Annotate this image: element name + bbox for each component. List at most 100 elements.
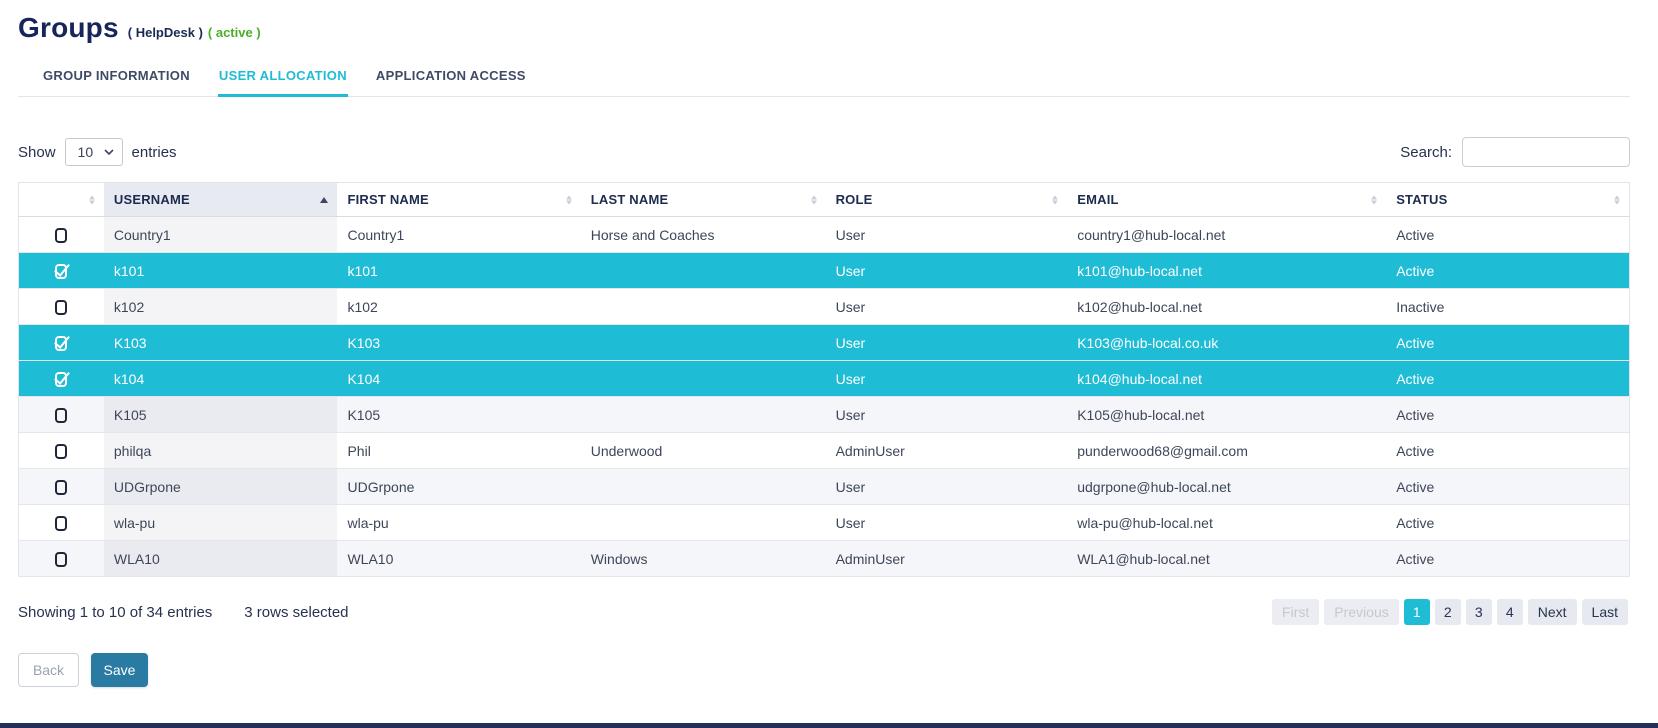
page-number-button[interactable]: 1 xyxy=(1403,599,1430,625)
bottom-bar xyxy=(0,723,1658,728)
cell-status: Active xyxy=(1386,360,1630,397)
row-checkbox[interactable] xyxy=(55,479,68,495)
cell-last-name xyxy=(580,324,826,361)
cell-role: AdminUser xyxy=(825,540,1068,577)
column-header-select[interactable] xyxy=(18,182,104,217)
row-checkbox[interactable] xyxy=(55,371,68,387)
cell-first-name: K104 xyxy=(337,360,581,397)
entries-select[interactable]: 10 xyxy=(64,138,123,166)
cell-last-name xyxy=(580,360,826,397)
checkbox-cell[interactable] xyxy=(18,396,104,433)
cell-last-name xyxy=(580,252,826,289)
cell-username: k101 xyxy=(103,252,338,289)
table-row[interactable]: K105 K105 User K105@hub-local.net Active xyxy=(18,396,1630,433)
checkbox-cell[interactable] xyxy=(18,432,104,469)
table-row[interactable]: philqa Phil Underwood AdminUser punderwo… xyxy=(18,432,1630,469)
table-row[interactable]: wla-pu wla-pu User wla-pu@hub-local.net … xyxy=(18,504,1630,541)
cell-first-name: Phil xyxy=(337,432,581,469)
column-header-first-name[interactable]: FIRST NAME xyxy=(337,182,581,217)
table-row[interactable]: K103 K103 User K103@hub-local.co.uk Acti… xyxy=(18,324,1630,361)
tab-user-allocation[interactable]: USER ALLOCATION xyxy=(217,60,348,97)
table-row[interactable]: Country1 Country1 Horse and Coaches User… xyxy=(18,216,1630,253)
row-checkbox[interactable] xyxy=(55,515,68,531)
page-header: Groups ( HelpDesk ) ( active ) xyxy=(0,0,1658,44)
cell-role: User xyxy=(825,252,1068,289)
previous-page-button[interactable]: Previous xyxy=(1324,599,1399,625)
row-checkbox[interactable] xyxy=(55,407,68,423)
table-row[interactable]: WLA10 WLA10 Windows AdminUser WLA1@hub-l… xyxy=(18,540,1630,577)
row-checkbox[interactable] xyxy=(55,335,68,351)
rows-selected-text: 3 rows selected xyxy=(244,603,349,621)
checkbox-cell[interactable] xyxy=(18,540,104,577)
save-button[interactable]: Save xyxy=(91,653,148,687)
cell-username: philqa xyxy=(103,432,338,469)
table-footer: Showing 1 to 10 of 34 entries 3 rows sel… xyxy=(18,599,1628,625)
column-header-status[interactable]: STATUS xyxy=(1386,182,1630,217)
sort-icon xyxy=(565,195,572,204)
cell-first-name: WLA10 xyxy=(337,540,581,577)
next-page-button[interactable]: Next xyxy=(1527,599,1577,625)
first-page-button[interactable]: First xyxy=(1272,599,1320,625)
tab-bar: GROUP INFORMATION USER ALLOCATION APPLIC… xyxy=(18,60,1630,97)
sort-icon xyxy=(1371,195,1378,204)
page-title: Groups xyxy=(18,12,119,43)
checkbox-cell[interactable] xyxy=(18,360,104,397)
cell-last-name xyxy=(580,468,826,505)
column-header-role[interactable]: ROLE xyxy=(825,182,1068,217)
cell-role: User xyxy=(825,468,1068,505)
checkbox-cell[interactable] xyxy=(18,288,104,325)
checkbox-cell[interactable] xyxy=(18,468,104,505)
checkbox-cell[interactable] xyxy=(18,324,104,361)
cell-status: Active xyxy=(1386,252,1630,289)
cell-role: User xyxy=(825,216,1068,253)
tab-group-information[interactable]: GROUP INFORMATION xyxy=(43,68,190,83)
cell-first-name: K103 xyxy=(337,324,581,361)
row-checkbox[interactable] xyxy=(55,551,68,567)
cell-last-name: Windows xyxy=(580,540,826,577)
table-header-row: USERNAME FIRST NAME LAST NAME ROLE EMAIL xyxy=(18,182,1630,217)
cell-email: country1@hub-local.net xyxy=(1067,216,1387,253)
search-label: Search: xyxy=(1400,143,1452,161)
form-actions: Back Save xyxy=(18,653,1658,687)
row-checkbox[interactable] xyxy=(55,227,68,243)
checkbox-cell[interactable] xyxy=(18,504,104,541)
page-number-button[interactable]: 4 xyxy=(1496,599,1523,625)
checkbox-cell[interactable] xyxy=(18,216,104,253)
cell-last-name xyxy=(580,288,826,325)
checkbox-cell[interactable] xyxy=(18,252,104,289)
tab-application-access[interactable]: APPLICATION ACCESS xyxy=(375,68,526,83)
cell-email: k104@hub-local.net xyxy=(1067,360,1387,397)
cell-status: Active xyxy=(1386,216,1630,253)
row-checkbox[interactable] xyxy=(55,443,68,459)
table-row[interactable]: k104 K104 User k104@hub-local.net Active xyxy=(18,360,1630,397)
column-header-last-name[interactable]: LAST NAME xyxy=(580,182,826,217)
column-header-username[interactable]: USERNAME xyxy=(103,182,338,217)
cell-email: k102@hub-local.net xyxy=(1067,288,1387,325)
cell-last-name xyxy=(580,396,826,433)
search-input[interactable] xyxy=(1462,137,1630,167)
page-number-button[interactable]: 3 xyxy=(1465,599,1492,625)
page-length-control: Show 10 entries xyxy=(18,138,177,166)
back-button[interactable]: Back xyxy=(18,653,79,687)
table-row[interactable]: k101 k101 User k101@hub-local.net Active xyxy=(18,252,1630,289)
table-row[interactable]: UDGrpone UDGrpone User udgrpone@hub-loca… xyxy=(18,468,1630,505)
row-checkbox[interactable] xyxy=(55,299,68,315)
cell-first-name: k101 xyxy=(337,252,581,289)
page-number-button[interactable]: 2 xyxy=(1434,599,1461,625)
cell-role: User xyxy=(825,396,1068,433)
column-header-email[interactable]: EMAIL xyxy=(1067,182,1387,217)
cell-email: WLA1@hub-local.net xyxy=(1067,540,1387,577)
cell-role: AdminUser xyxy=(825,432,1068,469)
cell-email: K105@hub-local.net xyxy=(1067,396,1387,433)
cell-status: Active xyxy=(1386,504,1630,541)
last-page-button[interactable]: Last xyxy=(1581,599,1628,625)
cell-username: K105 xyxy=(103,396,338,433)
table-row[interactable]: k102 k102 User k102@hub-local.net Inacti… xyxy=(18,288,1630,325)
cell-first-name: wla-pu xyxy=(337,504,581,541)
cell-username: Country1 xyxy=(103,216,338,253)
cell-email: wla-pu@hub-local.net xyxy=(1067,504,1387,541)
cell-status: Active xyxy=(1386,432,1630,469)
cell-last-name xyxy=(580,504,826,541)
row-checkbox[interactable] xyxy=(55,263,68,279)
